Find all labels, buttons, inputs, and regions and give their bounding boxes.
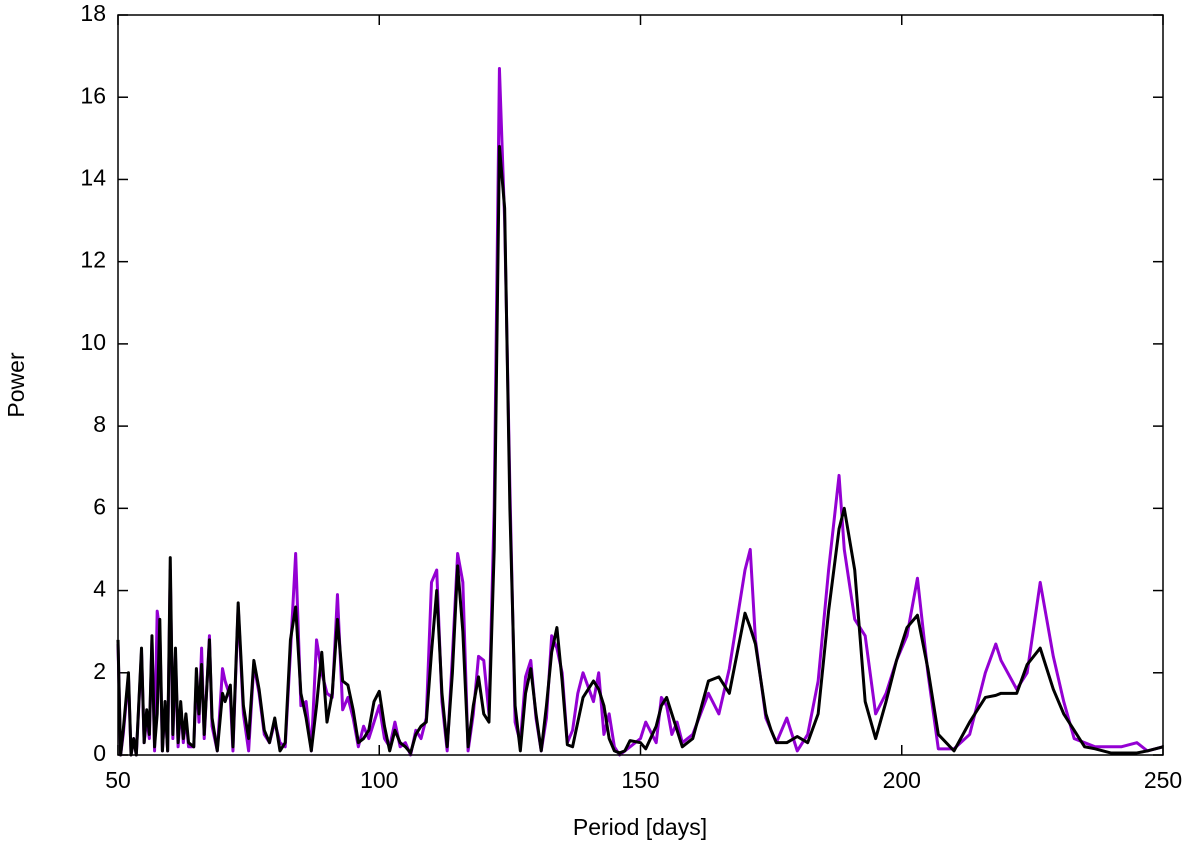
y-axis-label: Power: [3, 352, 29, 418]
x-tick-label: 250: [1144, 767, 1182, 793]
x-axis-label: Period [days]: [573, 814, 707, 840]
x-tick-label: 150: [621, 767, 659, 793]
plot-frame: [117, 14, 1164, 756]
line-series: [116, 66, 1164, 757]
y-tick-label: 8: [93, 411, 106, 437]
x-tick-label: 100: [360, 767, 398, 793]
y-tick-label: 4: [93, 576, 106, 602]
y-tick-label: 12: [80, 247, 106, 273]
line-series: [116, 145, 1164, 757]
x-tick-label: 50: [105, 767, 131, 793]
x-tick-label: 200: [883, 767, 921, 793]
y-tick-label: 2: [93, 658, 106, 684]
y-tick-label: 10: [80, 329, 106, 355]
y-tick-label: 0: [93, 740, 106, 766]
y-tick-label: 14: [80, 165, 106, 191]
y-tick-label: 6: [93, 493, 106, 519]
y-tick-label: 16: [80, 82, 106, 108]
y-tick-label: 18: [80, 0, 106, 26]
